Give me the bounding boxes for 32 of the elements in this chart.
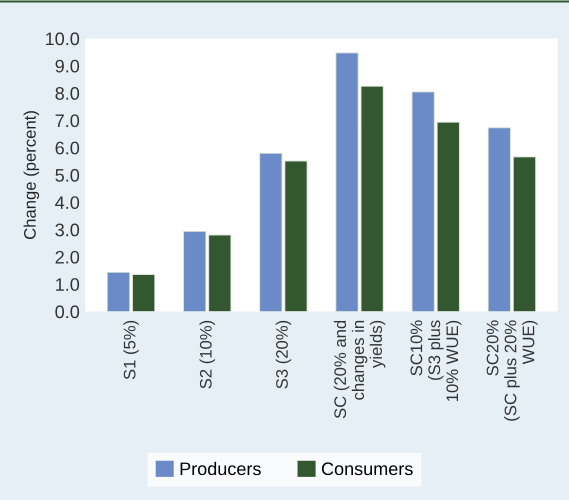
x-tick-label: S3 (20%) bbox=[276, 320, 292, 389]
bar bbox=[360, 86, 384, 312]
y-tick-label: 9.0 bbox=[56, 60, 80, 73]
y-tick-label: 5.0 bbox=[55, 168, 80, 182]
bar bbox=[208, 234, 232, 312]
y-tick-label: 7.0 bbox=[56, 114, 80, 128]
bar bbox=[336, 52, 358, 312]
x-tick-label: SC10% (S3 plus 10% WUE) bbox=[410, 320, 462, 401]
bar bbox=[107, 272, 130, 312]
y-axis-title: Change (percent) bbox=[24, 111, 40, 239]
x-tick-label: S1 (5%) bbox=[123, 320, 139, 380]
y-tick-label: 0.0 bbox=[55, 305, 80, 318]
y-tick-label: 4.0 bbox=[55, 196, 80, 210]
bar bbox=[183, 231, 206, 312]
bar bbox=[488, 127, 511, 312]
bar bbox=[436, 122, 460, 312]
y-tick-label: 8.0 bbox=[55, 87, 80, 100]
y-tick-label: 1.0 bbox=[56, 278, 80, 291]
y-tick-label: 2.0 bbox=[56, 250, 80, 264]
bar bbox=[284, 160, 308, 312]
x-tick-label: S2 (10%) bbox=[199, 320, 215, 389]
legend-label: Producers bbox=[180, 462, 261, 476]
bar bbox=[412, 92, 435, 312]
y-tick-label: 10.0 bbox=[46, 32, 80, 46]
y-tick-label: 3.0 bbox=[55, 224, 80, 236]
legend-label: Consumers bbox=[322, 462, 413, 476]
bar bbox=[513, 156, 536, 312]
x-tick-label: SC (20% and changes in yields) bbox=[334, 320, 386, 418]
bar bbox=[259, 153, 282, 312]
bar bbox=[132, 274, 156, 312]
x-tick-label: SC20% (SC plus 20% WUE) bbox=[486, 320, 538, 421]
y-tick-label: 6.0 bbox=[56, 142, 80, 154]
